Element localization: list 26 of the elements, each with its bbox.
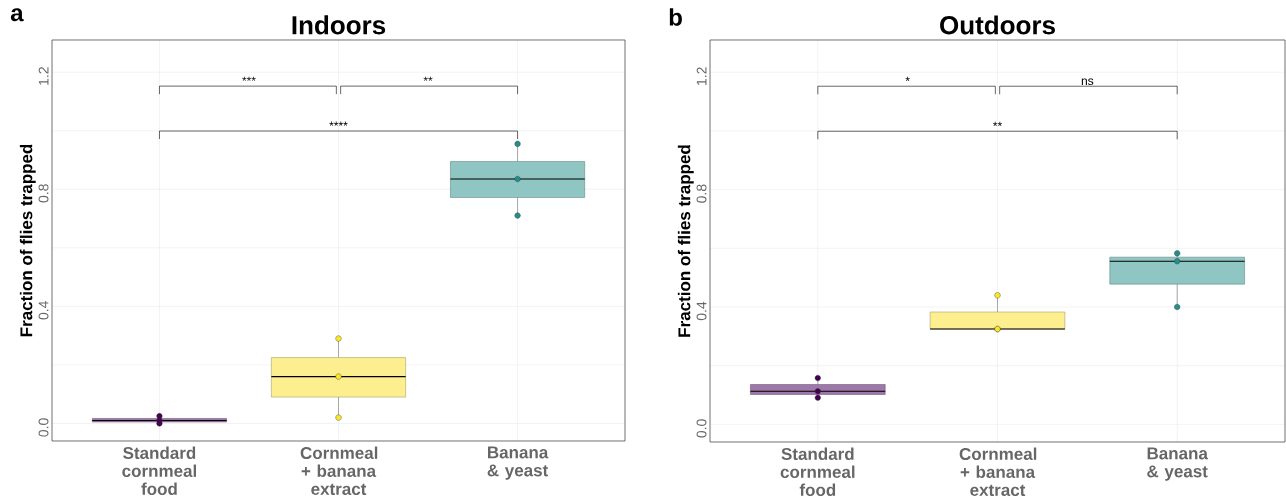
- y-tick-label: 0.4: [38, 301, 49, 320]
- chart-title: Outdoors: [940, 15, 1055, 35]
- y-tick-label: 0.8: [696, 184, 707, 203]
- annotation: ****: [329, 121, 348, 126]
- text: b: [669, 8, 682, 26]
- y-tick-label: 1.2: [38, 67, 49, 85]
- annotation: ***: [242, 76, 256, 81]
- x-tick-label: Cornmeal + banana extract: [959, 447, 1037, 497]
- annotation: ns: [1081, 78, 1094, 86]
- x-tick-label: Cornmeal + banana extract: [300, 446, 378, 496]
- chart-title: Indoors: [292, 15, 386, 35]
- annotation: **: [423, 76, 433, 81]
- annotation: **: [993, 121, 1002, 127]
- text: a: [10, 8, 24, 22]
- y-tick-label: 0.0: [38, 418, 49, 437]
- y-tick-label: 1.2: [696, 67, 707, 85]
- x-tick-label: Banana & yeast: [487, 446, 549, 480]
- y-axis-title: Fraction of flies trapped: [19, 144, 36, 337]
- y-axis-title: Fraction of flies trapped: [677, 145, 694, 337]
- annotation: *: [905, 76, 910, 81]
- y-tick-label: 0.4: [696, 301, 707, 321]
- y-tick-label: 0.0: [696, 419, 707, 438]
- y-tick-label: 0.8: [38, 184, 49, 203]
- x-tick-label: Standard cornmeal food: [122, 446, 197, 496]
- x-tick-label: Standard cornmeal food: [780, 447, 855, 497]
- x-tick-label: Banana & yeast: [1147, 447, 1209, 481]
